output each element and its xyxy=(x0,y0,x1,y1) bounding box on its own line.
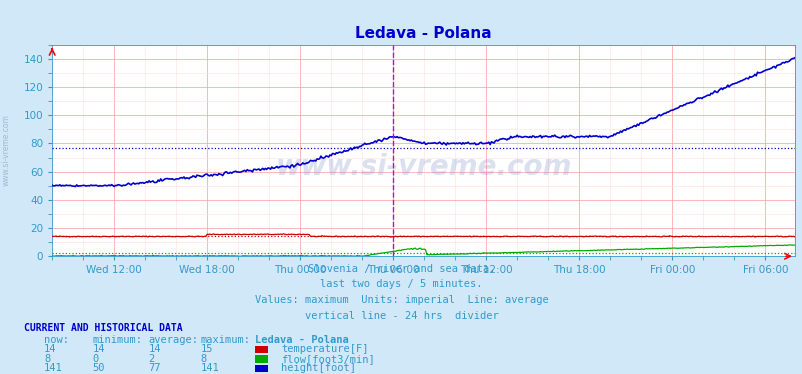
Text: 15: 15 xyxy=(200,344,213,354)
Text: www.si-vreme.com: www.si-vreme.com xyxy=(275,153,571,181)
Text: temperature[F]: temperature[F] xyxy=(281,344,368,354)
Text: 141: 141 xyxy=(44,363,63,373)
Text: now:: now: xyxy=(44,335,69,345)
Text: 14: 14 xyxy=(44,344,57,354)
Text: 0: 0 xyxy=(92,354,99,364)
Text: height[foot]: height[foot] xyxy=(281,363,355,373)
Text: 2: 2 xyxy=(148,354,155,364)
Text: 141: 141 xyxy=(200,363,219,373)
Text: 77: 77 xyxy=(148,363,161,373)
Text: maximum:: maximum: xyxy=(200,335,250,345)
Text: Ledava - Polana: Ledava - Polana xyxy=(255,335,349,345)
Text: 8: 8 xyxy=(44,354,51,364)
Text: www.si-vreme.com: www.si-vreme.com xyxy=(2,114,11,186)
Text: average:: average: xyxy=(148,335,198,345)
Text: CURRENT AND HISTORICAL DATA: CURRENT AND HISTORICAL DATA xyxy=(24,323,183,333)
Text: last two days / 5 minutes.: last two days / 5 minutes. xyxy=(320,279,482,289)
Title: Ledava - Polana: Ledava - Polana xyxy=(354,26,492,41)
Text: 14: 14 xyxy=(148,344,161,354)
Text: 8: 8 xyxy=(200,354,207,364)
Text: 14: 14 xyxy=(92,344,105,354)
Text: minimum:: minimum: xyxy=(92,335,142,345)
Text: vertical line - 24 hrs  divider: vertical line - 24 hrs divider xyxy=(304,311,498,321)
Text: Values: maximum  Units: imperial  Line: average: Values: maximum Units: imperial Line: av… xyxy=(254,295,548,305)
Text: Slovenia / river and sea data.: Slovenia / river and sea data. xyxy=(307,264,495,274)
Text: 50: 50 xyxy=(92,363,105,373)
Text: flow[foot3/min]: flow[foot3/min] xyxy=(281,354,375,364)
